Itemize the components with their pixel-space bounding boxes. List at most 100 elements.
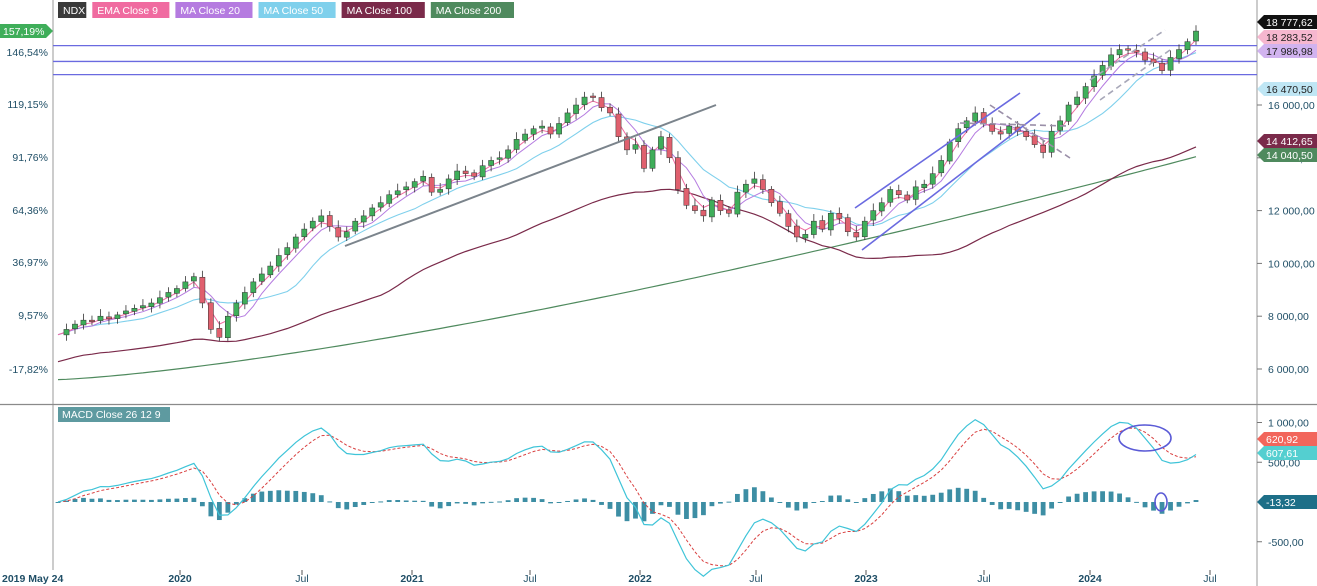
- candle: [726, 206, 732, 218]
- macd-histogram-bar: [166, 498, 171, 502]
- macd-histogram-bar: [1049, 502, 1055, 509]
- right-badge-label: 17 986,98: [1266, 46, 1313, 58]
- candle: [326, 210, 333, 232]
- macd-histogram-bar: [599, 502, 604, 505]
- x-axis-label: 2023: [854, 573, 878, 585]
- macd-histogram-bar: [641, 502, 647, 522]
- candle: [810, 214, 817, 239]
- macd-histogram-bar: [1032, 502, 1038, 514]
- candle: [904, 191, 911, 204]
- macd-histogram-bar: [327, 501, 333, 503]
- macd-histogram-bar: [174, 498, 180, 502]
- candle: [709, 196, 715, 223]
- candle: [632, 137, 639, 154]
- candle: [462, 165, 469, 179]
- candle: [870, 203, 877, 226]
- macd-peak-ellipse: [1118, 424, 1172, 452]
- macd-histogram-bar: [1117, 493, 1122, 502]
- macd-histogram-bar: [446, 502, 452, 507]
- macd-histogram-bar: [403, 500, 409, 502]
- left-tick-label: 36,97%: [12, 257, 48, 269]
- candle: [641, 140, 647, 173]
- macd-histogram-bar: [590, 499, 596, 502]
- macd-badge-label: 607,61: [1266, 448, 1298, 460]
- macd-histogram-bar: [250, 493, 256, 502]
- candle: [292, 233, 299, 253]
- legend-item: NDX: [58, 2, 87, 18]
- legend-label: MA Close 50: [264, 5, 324, 17]
- candle: [658, 130, 664, 155]
- candle: [836, 207, 843, 224]
- candle: [844, 213, 851, 237]
- macd-histogram-bar: [344, 502, 350, 510]
- macd-histogram-bar: [149, 499, 154, 502]
- macd-histogram-bar: [1023, 502, 1029, 512]
- candle: [386, 190, 393, 208]
- right-badge-label: 14 040,50: [1266, 150, 1313, 162]
- macd-histogram-bar: [964, 488, 970, 502]
- x-axis-label: 2022: [628, 573, 652, 585]
- candle: [284, 242, 291, 260]
- macd-histogram-bar: [191, 497, 197, 502]
- macd-histogram-bar: [947, 489, 953, 502]
- candle: [683, 183, 690, 210]
- macd-histogram-bar: [972, 490, 978, 502]
- candle: [675, 151, 681, 194]
- candle: [309, 217, 316, 232]
- candle: [734, 185, 741, 218]
- macd-histogram-bar: [539, 499, 545, 502]
- legend-label: EMA Close 9: [97, 5, 158, 17]
- macd-histogram-bar: [743, 489, 749, 502]
- macd-histogram-bar: [845, 499, 851, 502]
- candle: [887, 186, 894, 207]
- macd-panel: [52, 405, 1199, 577]
- candle: [853, 225, 860, 241]
- macd-histogram-bar: [692, 502, 698, 519]
- candle: [267, 261, 274, 278]
- macd-histogram-bar: [233, 502, 239, 505]
- macd-histogram-bar: [751, 487, 757, 502]
- right-badge: 16 470,50: [1257, 82, 1317, 96]
- macd-histogram-bar: [259, 491, 265, 502]
- candle: [989, 117, 996, 135]
- macd-histogram-bar: [582, 498, 587, 502]
- macd-histogram-bar: [684, 502, 689, 519]
- candle: [700, 205, 707, 222]
- macd-histogram-bar: [208, 502, 214, 517]
- candle: [624, 132, 630, 156]
- candle: [827, 210, 834, 236]
- macd-histogram-bar: [488, 501, 494, 503]
- candle: [1048, 124, 1055, 158]
- macd-histogram-bar: [352, 502, 358, 508]
- candle: [233, 299, 240, 322]
- candle: [445, 174, 452, 195]
- candle: [360, 210, 367, 228]
- candle: [717, 194, 724, 216]
- legend-item: MA Close 100: [341, 2, 425, 18]
- candle: [343, 226, 350, 242]
- candle: [377, 196, 384, 212]
- macd-histogram-bar: [1083, 492, 1088, 502]
- macd-histogram-bar: [862, 498, 868, 502]
- candle: [522, 128, 528, 144]
- macd-histogram-bar: [777, 502, 783, 503]
- macd-histogram-bar: [293, 490, 299, 502]
- macd-histogram-bar: [140, 499, 146, 502]
- macd-histogram-bar: [106, 499, 112, 502]
- macd-histogram-bar: [1134, 501, 1139, 503]
- wedge-lower: [1099, 49, 1171, 101]
- macd-histogram-bar: [1006, 502, 1012, 509]
- macd-histogram-bar: [548, 502, 553, 504]
- macd-histogram-bar: [420, 500, 426, 502]
- legend-item: MA Close 20: [175, 2, 253, 18]
- macd-histogram-bar: [735, 493, 740, 502]
- left-tick-label: 91,76%: [12, 152, 48, 164]
- candle: [403, 181, 410, 196]
- candle: [241, 286, 248, 310]
- macd-histogram-bar: [1176, 502, 1182, 507]
- legend-label: MA Close 200: [436, 5, 502, 17]
- x-axis-label: 2021: [400, 573, 424, 585]
- macd-histogram-bar: [701, 502, 706, 516]
- x-axis-labels: 2019 May 24 2020 Jul 2021 Jul 2022 Jul 2023 Jul 2…: [2, 570, 1217, 585]
